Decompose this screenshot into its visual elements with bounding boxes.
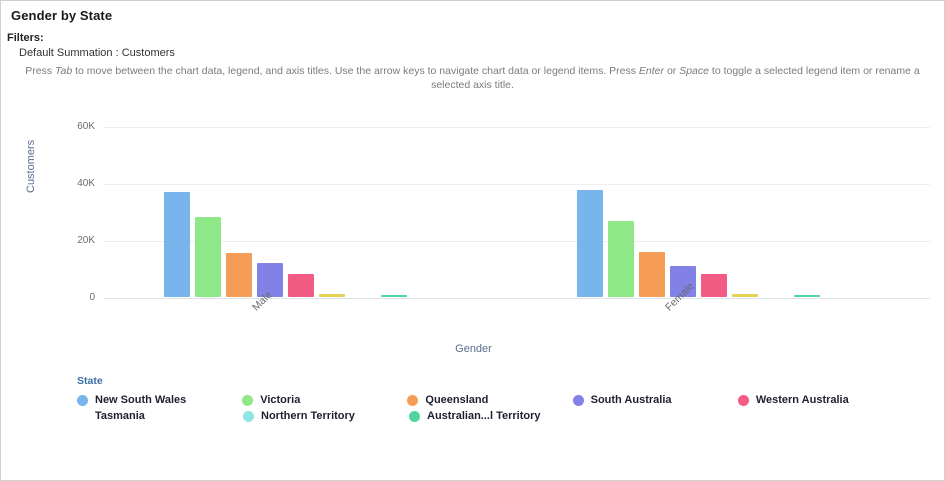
legend-swatch-icon [77,394,88,406]
gridline [104,240,930,242]
bar[interactable] [639,252,665,298]
bar[interactable] [794,294,820,298]
legend-item-label: Northern Territory [261,410,355,422]
bar[interactable] [732,293,758,298]
bar[interactable] [577,190,603,298]
legend-item[interactable]: New South Wales [77,394,242,406]
bar[interactable] [226,252,252,298]
bar[interactable] [670,265,696,298]
legend[interactable]: State New South Wales Victoria Queensland S… [77,375,907,426]
legend-item[interactable]: Australian...l Territory [409,410,575,422]
legend-swatch-icon [409,410,420,422]
gridline [104,297,930,299]
x-tick-label: Male [249,288,275,314]
bar[interactable] [319,293,345,298]
y-tick-label: 40K [77,177,95,189]
bar[interactable] [257,263,283,298]
bar[interactable] [288,273,314,298]
filters-label: Filters: [7,32,44,44]
legend-swatch-icon [407,394,419,406]
legend-row: New South Wales Victoria Queensland South A… [77,394,907,406]
a11y-key-tab: Tab [55,65,73,77]
legend-swatch-icon [243,410,254,422]
gridline [104,183,930,185]
a11y-text-2: to move between the chart data, legend, … [72,65,639,77]
legend-item[interactable]: Queensland [407,394,572,406]
bar[interactable] [608,220,634,298]
bar[interactable] [381,294,407,298]
legend-item-label: Tasmania [95,410,145,422]
y-axis-title[interactable]: Customers [25,139,37,193]
y-tick-label: 0 [89,291,95,303]
a11y-key-enter: Enter [638,65,665,77]
bar[interactable] [164,191,190,298]
y-tick-label: 60K [77,120,95,132]
legend-item-label: Australian...l Territory [427,410,541,422]
gridline [104,126,930,128]
filter-default-summation: Default Summation : Customers [19,47,175,59]
bar[interactable] [701,274,727,298]
legend-item-label: Victoria [260,394,301,406]
x-axis-title[interactable]: Gender [455,343,492,355]
legend-title: State [77,375,103,387]
legend-swatch-icon [737,394,749,406]
legend-item[interactable]: Northern Territory [243,410,409,422]
legend-item[interactable]: Western Australia [737,394,907,406]
legend-item[interactable]: South Australia [572,394,738,406]
bar[interactable] [195,216,221,298]
legend-swatch-icon [572,394,584,406]
legend-swatch-icon [242,394,254,406]
legend-item-label: Queensland [425,394,489,406]
a11y-key-space: Space [679,65,709,77]
legend-item-label: New South Wales [95,394,187,406]
legend-row: Tasmania Northern Territory Australian...l… [77,410,907,422]
legend-item-label: Western Australia [755,394,849,406]
legend-item[interactable]: Tasmania [77,410,243,422]
y-tick-label: 20K [77,234,95,246]
legend-item[interactable]: Victoria [242,394,407,406]
a11y-text-4: to toggle a selected legend item or rena… [431,65,920,91]
legend-items[interactable]: New South Wales Victoria Queensland South A… [77,394,907,422]
a11y-text-3: or [664,65,680,77]
accessibility-help-text: Press Tab to move between the chart data… [15,64,930,92]
legend-swatch-icon [77,411,88,422]
a11y-text-1: Press [25,65,56,77]
legend-item-label: South Australia [590,394,672,406]
page-title: Gender by State [11,8,113,23]
